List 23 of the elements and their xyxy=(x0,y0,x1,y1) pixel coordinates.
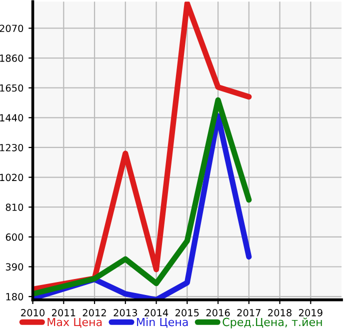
y-tick-label: 390 xyxy=(6,263,24,271)
legend-label: Сред.Цена, т.йен xyxy=(222,318,322,328)
x-tick-label: 2010 xyxy=(21,309,44,316)
x-tick-label: 2011 xyxy=(52,309,76,316)
y-tick-label: 2070 xyxy=(0,24,24,32)
x-tick-label: 2013 xyxy=(114,309,137,316)
y-tick-label: 1860 xyxy=(0,54,24,62)
x-tick-label: 2012 xyxy=(82,309,106,316)
legend-label: Max Цена xyxy=(48,318,102,328)
y-tick-label: 600 xyxy=(6,233,24,241)
y-tick-label: 1020 xyxy=(0,174,24,182)
y-tick-label: 1650 xyxy=(0,84,24,92)
y-tick-label: 1440 xyxy=(0,114,24,122)
y-tick-label: 810 xyxy=(6,204,24,211)
legend-label: Min Цена xyxy=(137,318,188,328)
y-tick-label: 1230 xyxy=(0,144,24,152)
x-tick-label: 2017 xyxy=(237,309,260,316)
x-tick-label: 2015 xyxy=(176,309,199,316)
x-tick-label: 2016 xyxy=(206,309,230,316)
y-tick-label: 180 xyxy=(6,293,24,300)
x-tick-label: 2018 xyxy=(268,309,292,316)
x-tick-label: 2019 xyxy=(299,309,322,316)
x-tick-label: 2014 xyxy=(144,309,168,316)
